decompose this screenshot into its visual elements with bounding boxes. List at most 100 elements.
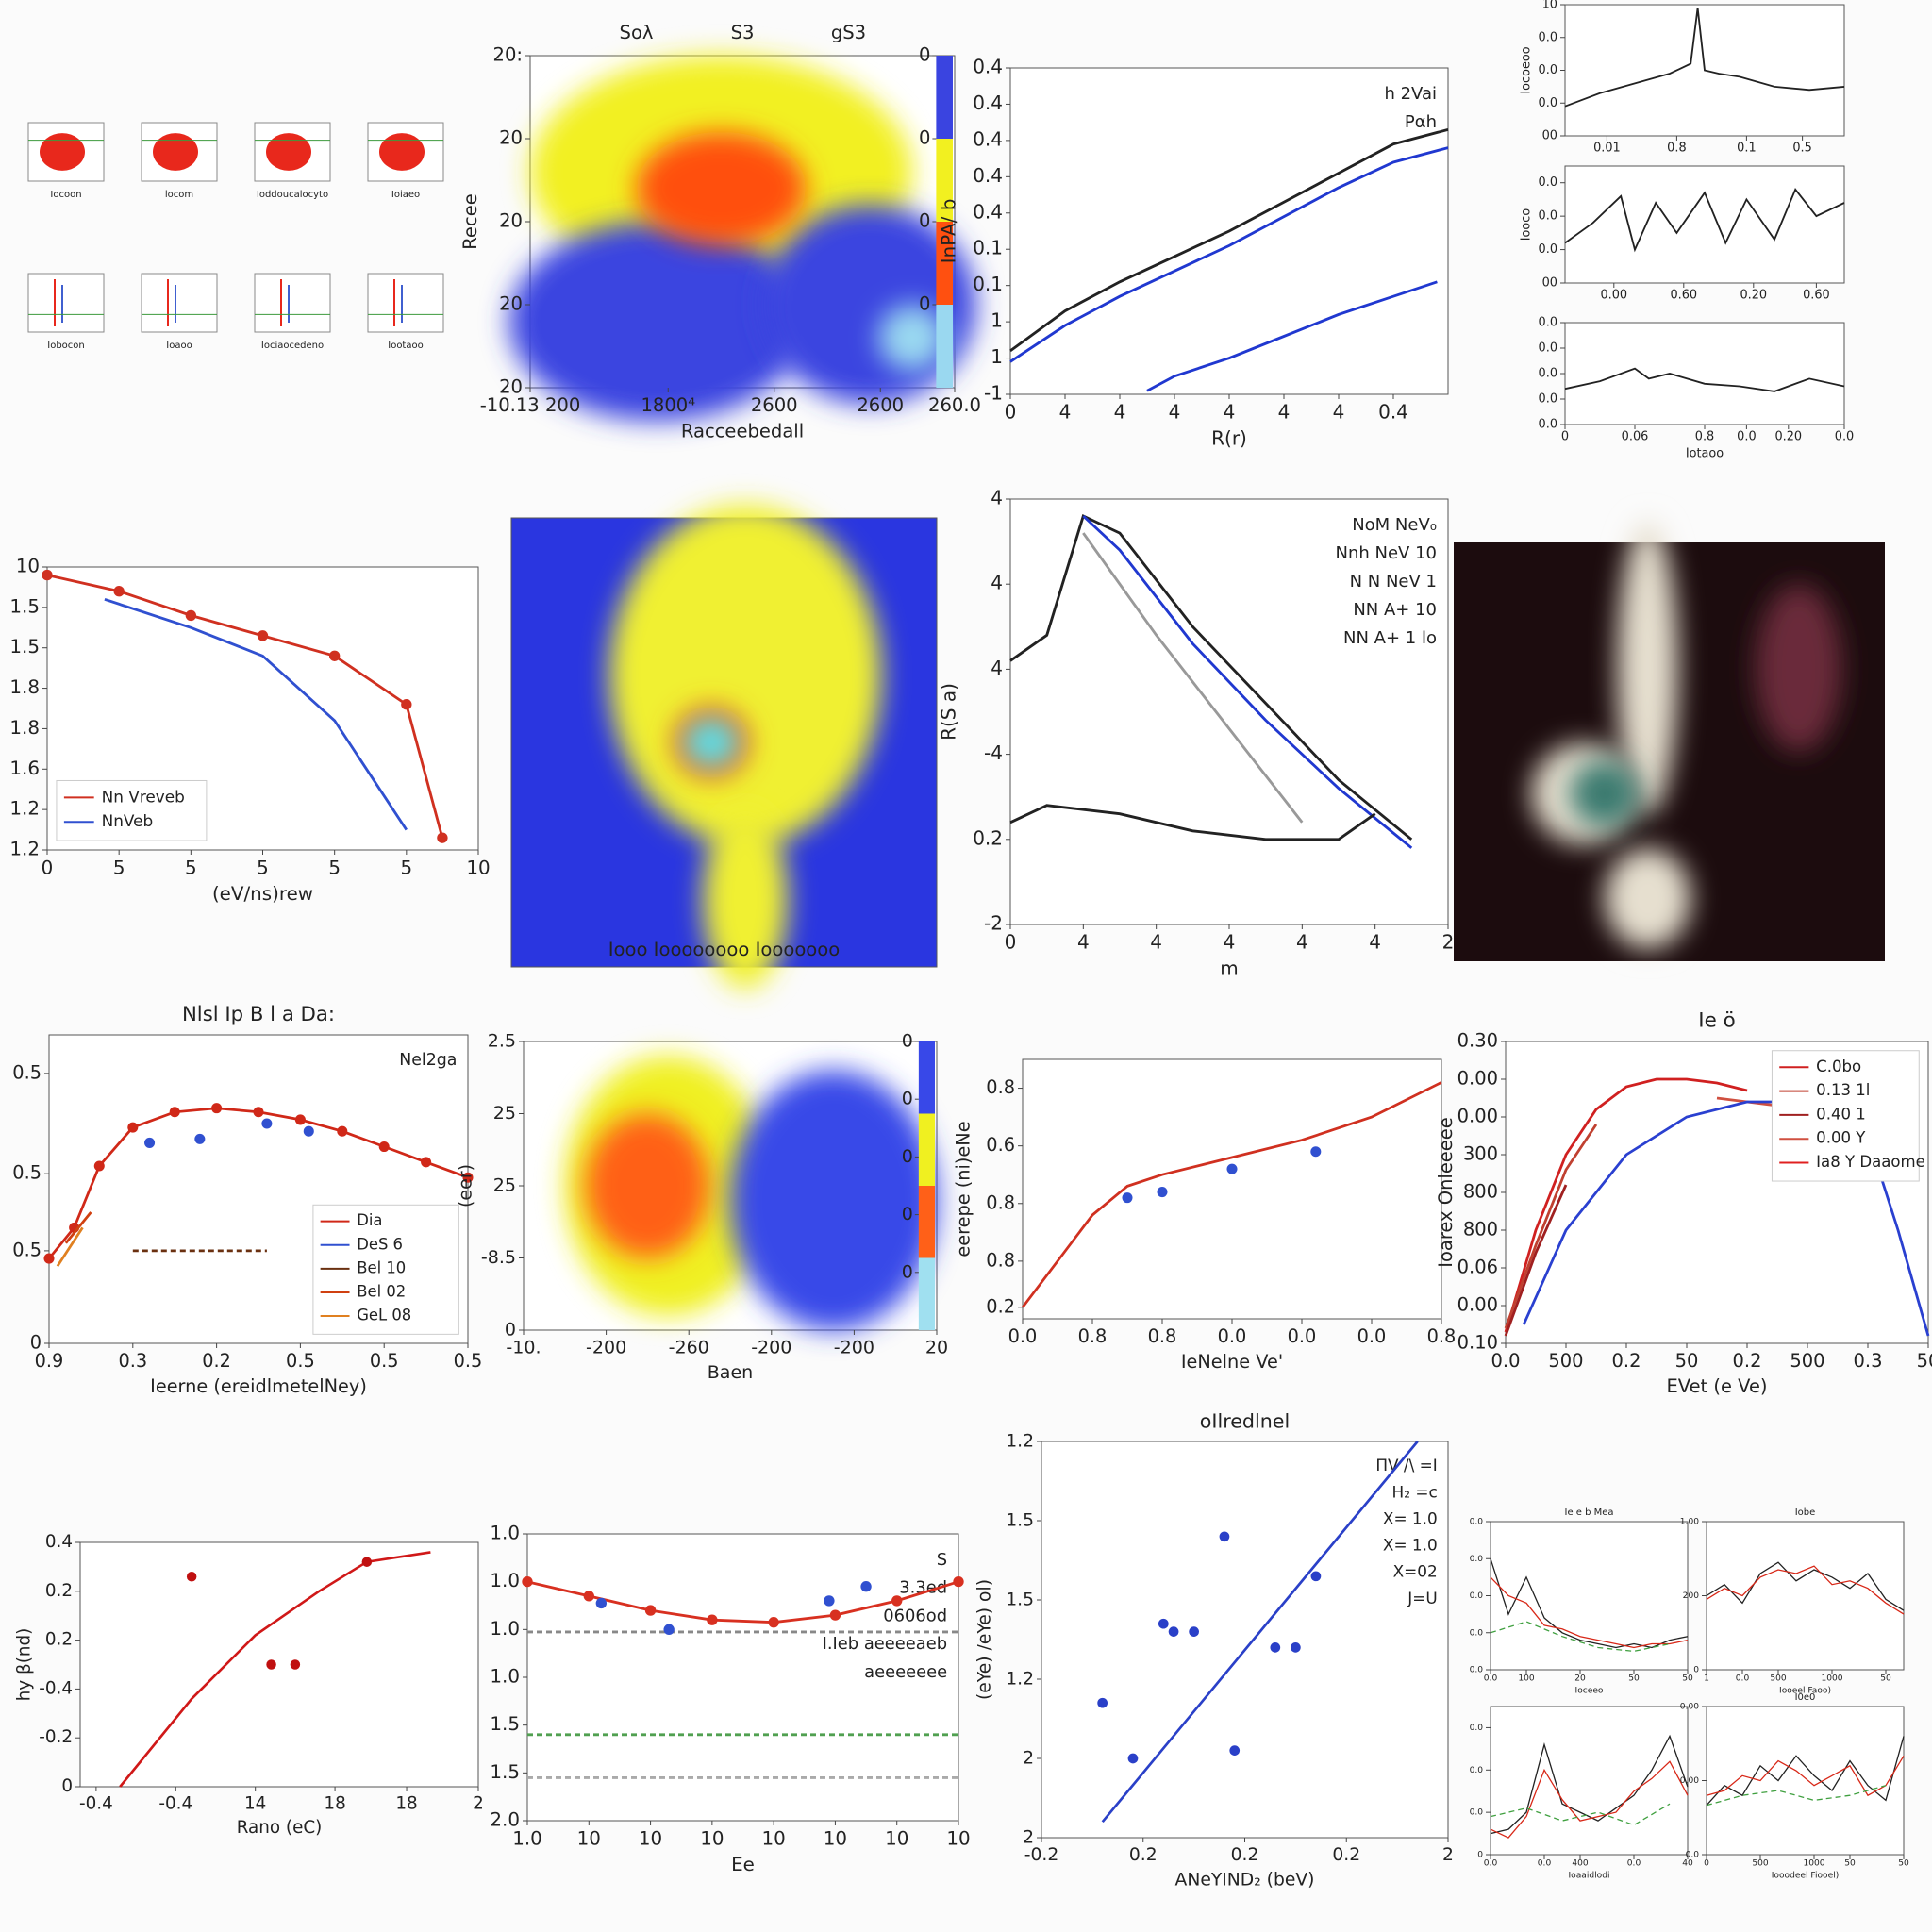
y-axis-label: (eer): [456, 1164, 476, 1208]
y-tick-label: 0.30: [1457, 1030, 1498, 1052]
data-point: [294, 1114, 306, 1125]
y-axis-label: hy β(nd): [14, 1628, 34, 1702]
chart-title: Ie e b Mea: [1565, 1507, 1614, 1518]
y-tick-label: 1.0: [490, 1618, 520, 1640]
y-tick-label: 0.06: [1457, 1257, 1498, 1278]
data-point: [1189, 1626, 1199, 1637]
y-axis-label: InPA/ b: [938, 199, 960, 264]
y-tick-label: 0.1: [973, 237, 1003, 259]
annotation: NoM NeV₀: [1352, 515, 1437, 535]
y-tick-label: 0: [30, 1332, 42, 1354]
annotation: X=02: [1393, 1562, 1438, 1581]
y-tick-label: 20: [499, 293, 523, 315]
y-tick-label: 0.0: [1470, 1766, 1484, 1775]
legend-label: 0.13 1l: [1816, 1081, 1870, 1099]
y-tick-label: 1.6: [9, 758, 40, 779]
x-tick-label: 4: [1059, 401, 1072, 424]
x-tick-label: 4: [1333, 401, 1345, 424]
x-tick-label: 10: [824, 1827, 847, 1849]
series-line: [1564, 187, 1845, 253]
y2-tick-label: 0: [902, 1031, 913, 1052]
y-tick-label: 2.5: [488, 1031, 516, 1052]
color-region: [702, 809, 789, 990]
thumbnail-blob: [153, 133, 198, 171]
y-tick-label: 0.0: [1539, 209, 1557, 224]
y-tick-label: -4: [984, 741, 1003, 764]
thumbnail-label: Ioiaeo: [391, 190, 420, 200]
plot-area: [1041, 1441, 1449, 1839]
y-tick-label: 0.6: [986, 1134, 1015, 1156]
x-tick-label: 4: [1278, 401, 1291, 424]
colorbar-segment: [918, 1257, 935, 1330]
y2-tick-label: 0: [902, 1204, 913, 1224]
x-tick-label: 0.0: [1491, 1350, 1521, 1372]
series-line: [1082, 532, 1304, 824]
y-tick-label: 00: [1542, 129, 1557, 143]
thumbnail-label: Iociaocedeno: [261, 341, 324, 351]
y-tick-label: 0.4: [973, 164, 1003, 187]
x-axis-label: ANeYIND₂ (beV): [1175, 1870, 1315, 1890]
data-point: [1229, 1745, 1241, 1756]
y-tick-label: 0.0: [1539, 63, 1557, 77]
colorbar-segment: [936, 305, 953, 388]
x-tick-label: 4: [1150, 931, 1162, 954]
x-tick-label: 4: [1114, 401, 1126, 424]
x-tick-label: 100: [1518, 1674, 1535, 1684]
thumbnail-label: Iocoon: [50, 190, 81, 200]
x-tick-label: -10.13 200: [480, 394, 581, 416]
y-axis-label: (eYe) /eYe) ol): [975, 1579, 995, 1700]
x-tick-label: 50: [1628, 1674, 1640, 1684]
y-tick-label: 0.10: [1457, 1332, 1498, 1354]
data-point: [1097, 1697, 1108, 1708]
plot-area: [1706, 1521, 1905, 1671]
series-line: [47, 1107, 469, 1259]
y-tick-label: 2: [1023, 1828, 1034, 1848]
data-point: [401, 699, 412, 710]
color-region: [1755, 584, 1842, 752]
x-tick-label: 0.8: [1695, 429, 1714, 443]
x-axis-label: Ioceeo: [1575, 1686, 1604, 1695]
data-point: [1168, 1626, 1179, 1637]
x-tick-label: -0.2: [1024, 1845, 1059, 1865]
y-tick-label: 1.5: [9, 595, 40, 617]
thumbnail-label: Ioddoucalocyto: [257, 190, 328, 200]
x-tick-label: 1: [1704, 1674, 1709, 1684]
series-line: [1706, 1565, 1905, 1615]
x-axis-label: EVet (e Ve): [1666, 1375, 1767, 1397]
y-tick-label: 0.8: [986, 1249, 1015, 1271]
x-axis-label: Iooeel Faoo): [1779, 1686, 1831, 1695]
legend-box: [56, 779, 208, 841]
annotation: NN A+ 10: [1353, 600, 1437, 620]
x-tick-label: 0.0: [1218, 1325, 1247, 1347]
series-line: [1564, 8, 1845, 108]
x-tick-label: 0.0: [1484, 1674, 1498, 1684]
x-tick-label: 2600: [751, 394, 798, 416]
data-point: [953, 1575, 964, 1588]
y-tick-label: 0.2: [973, 826, 1003, 849]
annotation: Nnh NeV 10: [1336, 543, 1437, 563]
y-tick-label: 0.2: [986, 1295, 1015, 1317]
series-line: [64, 1211, 92, 1244]
y-tick-label: -8.5: [481, 1247, 516, 1268]
data-point: [583, 1591, 594, 1602]
x-tick-label: 40: [1682, 1859, 1693, 1869]
data-point: [328, 650, 341, 661]
x-tick-label: 400: [1572, 1859, 1589, 1869]
y-tick-label: 0: [1477, 1851, 1483, 1860]
x-axis-label: Racceebedall: [681, 420, 804, 441]
x-tick-label: 260.0: [928, 394, 981, 416]
y-axis-label: eerepe (ni)eNe: [953, 1121, 974, 1257]
y-tick-label: 0.8: [986, 1191, 1015, 1213]
x-tick-label: 1800⁴: [641, 394, 695, 416]
data-point: [1219, 1531, 1230, 1542]
x-tick-label: 5: [401, 857, 413, 878]
x-tick-label: 10: [577, 1827, 601, 1849]
colorbar-segment: [936, 139, 953, 222]
y-tick-label: 1.0: [490, 1666, 520, 1688]
annotation: aeeeeeee: [864, 1662, 947, 1682]
x-tick-label: 0.01: [1593, 141, 1621, 155]
x-tick-label: 18: [395, 1793, 417, 1813]
y-tick-label: 25: [493, 1175, 516, 1196]
annotation: Nel2ga: [399, 1051, 457, 1070]
